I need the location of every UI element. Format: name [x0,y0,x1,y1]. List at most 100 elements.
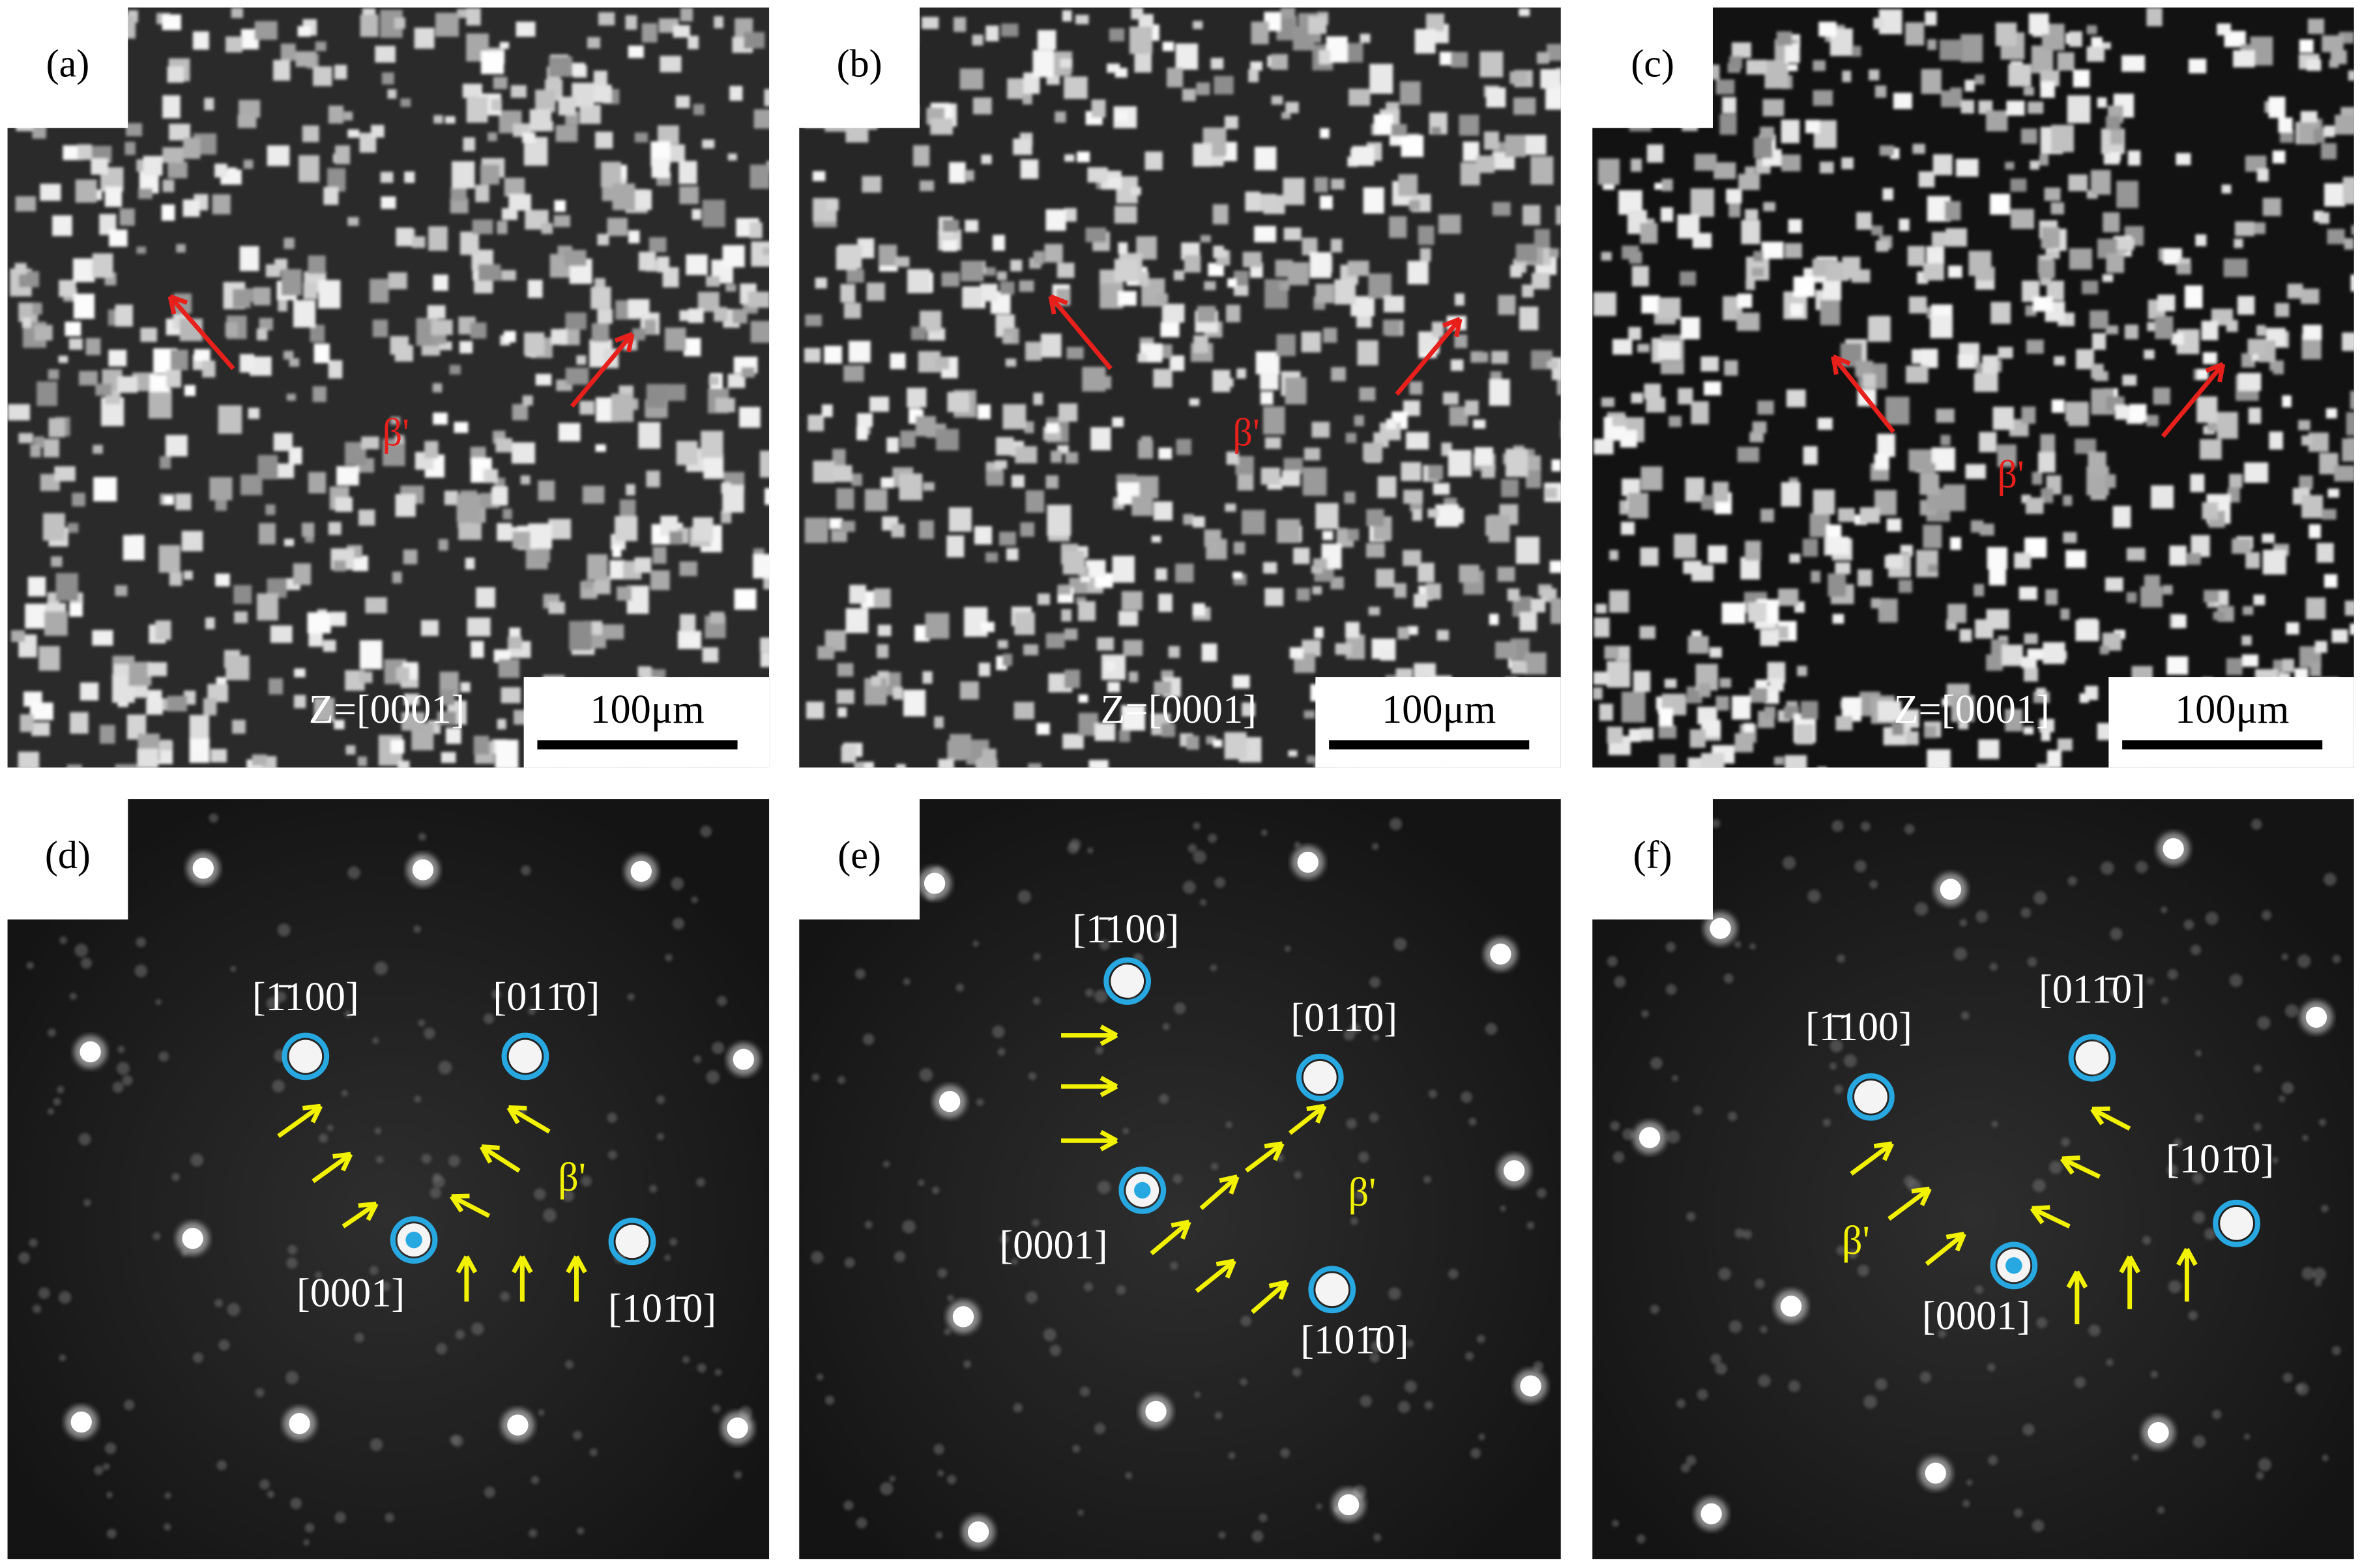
precipitate [1601,397,1615,407]
precipitate [1210,57,1224,70]
precipitate [1406,431,1429,450]
precipitate [1726,188,1742,203]
spot [1337,1494,1360,1516]
weak-spot [259,1479,270,1490]
weak-spot [69,993,77,1000]
diffraction-pattern: (d)[1̄100] [011̄0][0001] [101̄0]β' [0,791,770,1560]
precipitate [2251,222,2266,235]
precipitate [1373,114,1393,136]
precipitate [1308,16,1327,35]
precipitate [2073,69,2090,87]
precipitate [458,523,482,540]
precipitate [1023,644,1039,656]
weak-spot [418,1019,426,1026]
weak-spot [448,1155,460,1167]
spot-ring [1118,1167,1167,1214]
weak-spot [562,1189,574,1202]
precipitate [1513,97,1536,115]
arrow-head [1264,1141,1283,1149]
weak-spot [1723,973,1734,983]
precipitate [1056,263,1075,278]
weak-spot [117,1045,125,1053]
weak-spot [334,1511,346,1524]
precipitate [949,734,972,758]
arrow-head [1911,1186,1930,1194]
precipitate [280,43,296,61]
precipitate [72,258,95,282]
precipitate [1788,219,1802,233]
weak-spot [1938,1329,1946,1338]
precipitate [1491,351,1508,364]
weak-spot [59,936,68,944]
precipitate [79,371,98,386]
precipitate [470,322,487,339]
weak-spot [1665,942,1676,952]
label-box [0,0,128,128]
spot [1639,1127,1661,1148]
arrow-head [626,333,635,353]
precipitate [981,622,995,632]
precipitate [1760,126,1775,141]
weak-spot [2281,1082,2294,1094]
arrow-shaft [1049,295,1113,370]
spot-ring [1103,957,1152,1005]
precipitate [444,116,456,124]
precipitate [2189,59,2207,74]
precipitate [1657,341,1681,360]
precipitate [476,587,495,608]
precipitate [1593,671,1609,685]
weak-spot [534,1188,546,1200]
precipitate [2086,25,2097,35]
precipitate [2039,154,2049,166]
precipitate [440,690,455,706]
scale-box [523,677,770,768]
precipitate [1403,549,1421,566]
precipitate [162,147,184,163]
precipitate [548,519,572,540]
arrow-shaft [2061,1156,2101,1179]
weak-spot [230,965,237,972]
precipitate [1309,32,1322,43]
weak-spot [2192,1211,2206,1224]
precipitate [1161,723,1176,738]
precipitate [2226,319,2238,332]
precipitate [93,476,117,502]
precipitate [2324,183,2346,207]
precipitate [155,620,171,641]
precipitate [1118,730,1131,742]
precipitate [753,554,770,579]
precipitate [2351,225,2354,235]
precipitate [2041,731,2050,742]
arrow-head [2061,1155,2080,1161]
weak-spot [2110,927,2123,940]
precipitate [1062,10,1072,22]
precipitate [964,170,974,181]
precipitate [703,454,724,479]
precipitate [507,636,522,649]
spot [1700,1503,1722,1525]
weak-spot [1099,939,1110,950]
weak-spot [418,832,426,841]
precipitate [2322,508,2337,520]
precipitate [2204,590,2219,603]
precipitate [1064,154,1075,162]
precipitate [1055,111,1066,123]
precipitate [444,490,458,506]
precipitate [2282,658,2294,673]
precipitate [972,97,992,115]
precipitate [1515,536,1540,564]
precipitate [1547,360,1558,369]
precipitate [815,277,827,289]
weak-spot [1727,1111,1738,1122]
precipitate [829,517,843,529]
precipitate [1131,496,1153,516]
arrow-head [366,1202,379,1221]
precipitate [1817,766,1828,768]
precipitate [1919,473,1940,495]
precipitate [1813,90,1833,106]
weak-spot [2033,891,2047,905]
precipitate [497,719,506,730]
precipitate [579,401,594,415]
precipitate [2024,667,2039,682]
spot [507,1414,529,1436]
